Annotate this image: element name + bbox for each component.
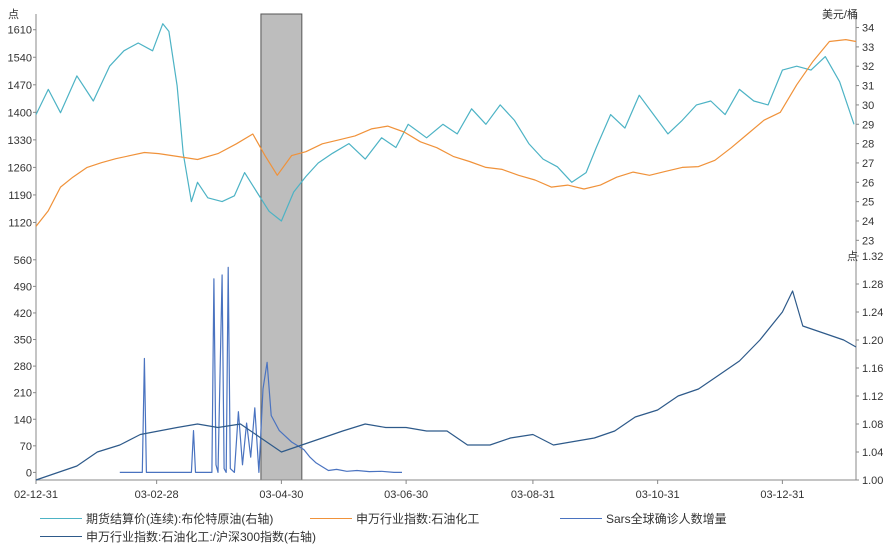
series-line [35,290,857,481]
top-right-y-tick-label: 31 [862,81,874,93]
top-left-y-tick-label: 1190 [8,190,32,202]
bottom-right-y-tick-label: 1.16 [862,363,883,375]
bottom-left-y-tick-label: 560 [14,255,32,267]
top-right-y-tick-label: 33 [862,42,874,54]
bottom-left-y-tick-label: 70 [20,441,32,453]
bottom-right-unit-label: 点 [847,250,858,263]
x-tick-label: 03-10-31 [636,489,680,500]
top-right-y-tick-label: 30 [862,100,874,112]
bottom-right-y-tick-label: 1.32 [862,251,883,263]
top-right-y-tick-label: 32 [862,61,874,73]
legend-ratio: 申万行业指数:石油化工:/沪深300指数(右轴) [40,528,316,545]
top-right-y-tick-label: 24 [862,216,874,228]
legend-swatch-sars [560,518,602,519]
x-tick-label: 03-08-31 [511,489,555,500]
bottom-right-y-tick-label: 1.04 [862,447,883,459]
legend-label-sars: Sars全球确诊人数增量 [606,512,727,526]
top-right-y-tick-label: 25 [862,197,874,209]
bottom-right-y-tick-label: 1.28 [862,279,883,291]
top-left-y-tick-label: 1400 [8,107,32,119]
series-line [119,266,402,473]
bottom-left-y-tick-label: 280 [14,361,32,373]
dual-panel-line-chart: 点美元/桶点1610154014701400133012601190112034… [8,7,884,500]
top-right-y-tick-label: 27 [862,158,874,170]
top-right-y-tick-label: 26 [862,177,874,189]
bottom-right-y-tick-label: 1.00 [862,475,883,487]
top-left-y-tick-label: 1470 [8,80,32,92]
top-right-y-tick-label: 23 [862,235,874,247]
series-line [35,23,855,222]
bottom-left-y-tick-label: 0 [26,467,32,479]
legend-label-ratio: 申万行业指数:石油化工:/沪深300指数(右轴) [86,530,317,544]
legend-swatch-brent [40,518,82,519]
bottom-left-y-tick-label: 350 [14,335,32,347]
legend-sector: 申万行业指数:石油化工 [310,510,479,527]
bottom-left-y-tick-label: 210 [14,388,32,400]
series-line [35,38,857,227]
top-right-y-tick-label: 28 [862,139,874,151]
legend-swatch-ratio [40,536,82,537]
bottom-left-y-tick-label: 140 [14,414,32,426]
highlight-band [260,13,303,481]
bottom-right-y-tick-label: 1.24 [862,307,883,319]
top-left-y-tick-label: 1330 [8,135,32,147]
x-tick-label: 03-02-28 [135,489,179,500]
bottom-right-y-tick-label: 1.08 [862,419,883,431]
bottom-right-y-tick-label: 1.20 [862,335,883,347]
legend-sars: Sars全球确诊人数增量 [560,510,727,527]
legend-brent: 期货结算价(连续):布伦特原油(右轴) [40,510,273,527]
top-left-y-tick-label: 1610 [8,25,32,37]
top-left-y-tick-label: 1120 [8,217,32,229]
x-tick-label: 03-04-30 [259,489,303,500]
legend-label-brent: 期货结算价(连续):布伦特原油(右轴) [86,512,274,526]
legend-swatch-sector [310,518,352,519]
bottom-left-y-tick-label: 420 [14,308,32,320]
x-tick-label: 02-12-31 [14,489,58,500]
top-right-unit-label: 美元/桶 [822,7,858,21]
top-right-y-tick-label: 29 [862,119,874,131]
top-left-y-tick-label: 1540 [8,52,32,64]
bottom-right-y-tick-label: 1.12 [862,391,883,403]
top-left-unit-label: 点 [8,8,19,21]
legend-label-sector: 申万行业指数:石油化工 [356,512,480,526]
x-tick-label: 03-06-30 [384,489,428,500]
x-tick-label: 03-12-31 [760,489,804,500]
bottom-left-y-tick-label: 490 [14,281,32,293]
top-left-y-tick-label: 1260 [8,162,32,174]
top-right-y-tick-label: 34 [862,23,874,35]
